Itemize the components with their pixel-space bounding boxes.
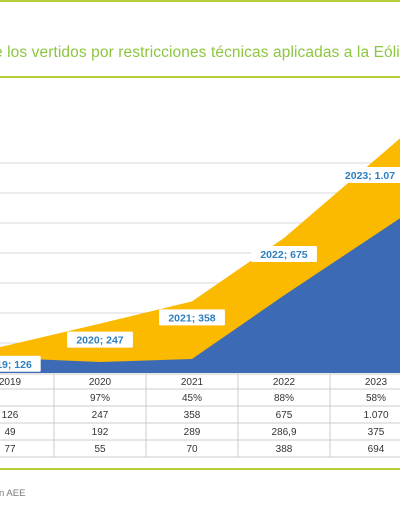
table-cell: 388 xyxy=(276,444,293,455)
data-label-box xyxy=(67,331,133,348)
data-label: 2023; 1.07 xyxy=(334,167,400,183)
x-tick-label: 2019 xyxy=(0,377,22,388)
table-cell: 675 xyxy=(276,410,293,421)
data-label: 2022; 675 xyxy=(251,246,317,262)
data-label-text: 2021; 358 xyxy=(168,312,215,324)
data-table: 2019 2020 2021 2022 2023 97% 45% 88% 58% 126 247 35… xyxy=(0,373,400,458)
data-label: 2021; 358 xyxy=(159,309,225,326)
x-tick-label: 2023 xyxy=(365,377,388,388)
blue-area xyxy=(0,218,400,373)
table-cell: 358 xyxy=(184,410,201,421)
data-label-box xyxy=(0,355,41,372)
data-label: 2020; 247 xyxy=(67,331,133,348)
data-labels: 19; 126 2020; 247 2021; 358 2022; 675 2023; … xyxy=(0,167,400,372)
table-cell: 375 xyxy=(368,427,385,438)
data-label-box xyxy=(334,167,400,183)
table-cell: 694 xyxy=(368,444,385,455)
source-note: n AEE xyxy=(0,488,26,499)
title-underline-rule xyxy=(0,76,400,78)
table-cell: 192 xyxy=(92,427,109,438)
table-cell: 55 xyxy=(94,444,106,455)
data-label: 19; 126 xyxy=(0,355,41,372)
table-cell: 77 xyxy=(4,444,16,455)
data-label-text: 2023; 1.07 xyxy=(345,170,395,182)
table-cell: 289 xyxy=(184,427,201,438)
table-cell: 247 xyxy=(92,410,109,421)
table-cell: 97% xyxy=(90,393,110,404)
table-cell: 1.070 xyxy=(363,410,388,421)
chart-title: e los vertidos por restricciones técnica… xyxy=(0,44,400,61)
data-label-box xyxy=(251,246,317,262)
x-tick-label: 2021 xyxy=(181,377,204,388)
bottom-accent-rule xyxy=(0,468,400,470)
data-label-text: 19; 126 xyxy=(0,359,32,371)
table-cell: 88% xyxy=(274,393,294,404)
top-accent-rule xyxy=(0,0,400,2)
table-cell: 49 xyxy=(4,427,16,438)
table-cell: 58% xyxy=(366,393,386,404)
table-cell: 45% xyxy=(182,393,202,404)
data-label-text: 2022; 675 xyxy=(260,249,307,261)
table-cell: 70 xyxy=(186,444,198,455)
data-label-box xyxy=(159,309,225,326)
x-tick-label: 2020 xyxy=(89,377,112,388)
data-label-text: 2020; 247 xyxy=(76,335,123,347)
table-cell: 126 xyxy=(2,410,19,421)
x-tick-label: 2022 xyxy=(273,377,296,388)
table-cell: 286,9 xyxy=(271,427,296,438)
